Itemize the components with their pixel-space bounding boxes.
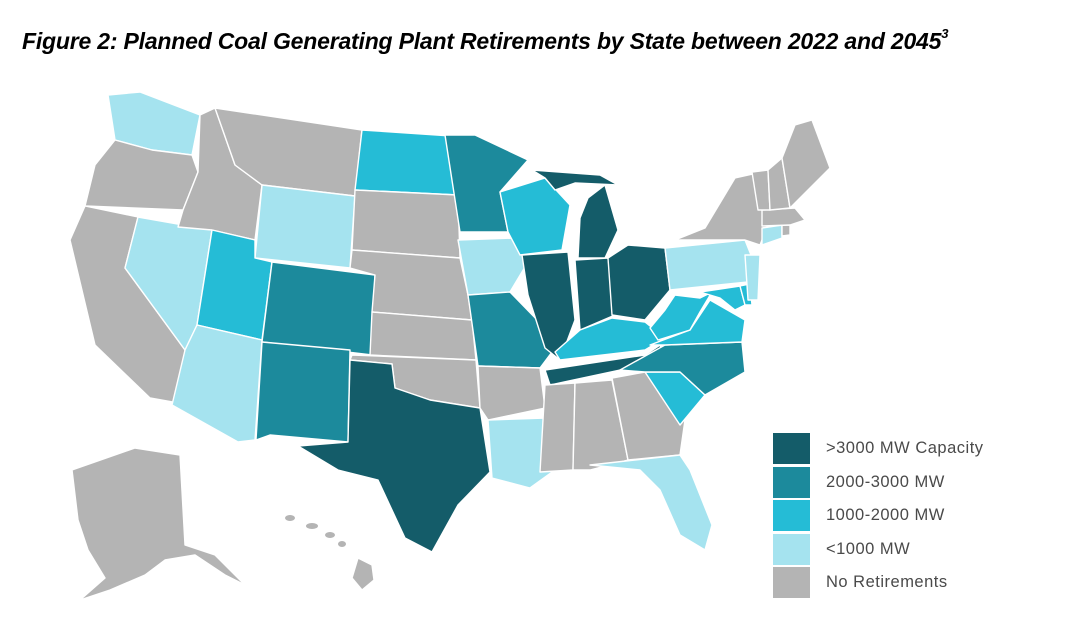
state-AK (71, 447, 246, 601)
state-ME (781, 119, 831, 209)
state-NJ (744, 254, 761, 301)
state-TX (297, 359, 491, 553)
figure-title-text: Figure 2: Planned Coal Generating Plant … (22, 28, 942, 54)
legend-item: 2000-3000 MW (773, 466, 984, 500)
legend-label: <1000 MW (826, 539, 911, 558)
state-GA (611, 371, 686, 461)
state-PA (664, 239, 756, 291)
state-ND (354, 129, 459, 196)
state-RI (781, 224, 791, 237)
state-LA (487, 417, 556, 489)
legend-swatch (773, 500, 810, 532)
legend-swatch (773, 533, 810, 565)
legend-swatch (773, 567, 810, 599)
legend: >3000 MW Capacity 2000-3000 MW 1000-2000… (773, 432, 984, 600)
figure-title: Figure 2: Planned Coal Generating Plant … (22, 26, 949, 55)
legend-label: 2000-3000 MW (826, 472, 945, 491)
legend-swatch (773, 433, 810, 465)
legend-item: <1000 MW (773, 533, 984, 567)
state-KS (369, 311, 477, 361)
state-MD (699, 285, 746, 311)
state-CT (761, 224, 783, 246)
legend-item: No Retirements (773, 566, 984, 600)
state-OH (607, 244, 671, 321)
state-SD (351, 189, 461, 259)
state-NM (255, 341, 351, 443)
legend-item: >3000 MW Capacity (773, 432, 984, 466)
state-WY (254, 184, 356, 269)
state-HI (285, 515, 375, 591)
title-footnote-marker: 3 (941, 26, 949, 42)
state-MS (539, 382, 576, 473)
state-IA (457, 237, 529, 296)
state-WV (649, 291, 713, 341)
legend-label: No Retirements (826, 573, 948, 592)
state-AR (477, 365, 546, 421)
legend-item: 1000-2000 MW (773, 499, 984, 533)
legend-label: >3000 MW Capacity (826, 439, 984, 458)
state-CO (261, 261, 376, 356)
legend-label: 1000-2000 MW (826, 506, 945, 525)
state-FL (589, 454, 713, 551)
legend-swatch (773, 466, 810, 498)
